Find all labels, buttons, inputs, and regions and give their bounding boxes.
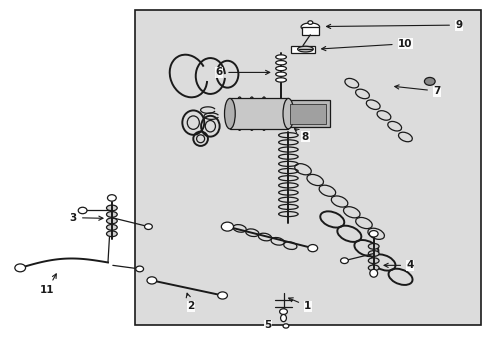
Ellipse shape	[283, 324, 288, 328]
Ellipse shape	[144, 224, 152, 229]
Ellipse shape	[15, 264, 25, 272]
Ellipse shape	[106, 231, 117, 237]
Ellipse shape	[367, 251, 378, 256]
Ellipse shape	[107, 195, 116, 201]
Ellipse shape	[275, 60, 286, 65]
Text: 4: 4	[383, 260, 413, 270]
Bar	[135, 10, 480, 325]
Ellipse shape	[301, 23, 319, 31]
Text: 5: 5	[264, 320, 271, 330]
Ellipse shape	[106, 212, 117, 217]
Ellipse shape	[367, 265, 378, 271]
Ellipse shape	[275, 72, 286, 76]
Text: 10: 10	[321, 39, 412, 51]
Ellipse shape	[367, 243, 378, 249]
Text: 8: 8	[294, 129, 308, 142]
Ellipse shape	[279, 309, 287, 315]
Ellipse shape	[106, 205, 117, 211]
Ellipse shape	[147, 277, 157, 284]
Ellipse shape	[106, 218, 117, 224]
Text: 2: 2	[186, 293, 194, 311]
Text: 11: 11	[40, 274, 56, 296]
Ellipse shape	[307, 21, 312, 24]
Text: 1: 1	[288, 298, 311, 311]
Text: 6: 6	[215, 67, 269, 77]
Ellipse shape	[283, 98, 293, 129]
Ellipse shape	[340, 258, 347, 264]
Ellipse shape	[78, 207, 87, 214]
Ellipse shape	[369, 269, 377, 277]
Text: 3: 3	[69, 213, 103, 222]
Ellipse shape	[368, 230, 377, 237]
Ellipse shape	[224, 98, 235, 129]
Bar	[289, 104, 325, 123]
Bar	[285, 100, 329, 127]
Ellipse shape	[275, 55, 286, 59]
Ellipse shape	[297, 46, 313, 52]
Ellipse shape	[424, 77, 434, 85]
Ellipse shape	[275, 66, 286, 71]
Ellipse shape	[221, 222, 233, 231]
Bar	[290, 45, 315, 53]
Ellipse shape	[275, 78, 286, 82]
Text: 7: 7	[394, 85, 440, 96]
Ellipse shape	[217, 292, 227, 299]
Bar	[229, 98, 288, 129]
Ellipse shape	[280, 315, 286, 321]
Ellipse shape	[136, 266, 143, 272]
Ellipse shape	[106, 225, 117, 230]
Bar	[301, 27, 319, 35]
Ellipse shape	[307, 244, 317, 252]
Text: 9: 9	[326, 20, 462, 30]
Ellipse shape	[367, 258, 378, 264]
